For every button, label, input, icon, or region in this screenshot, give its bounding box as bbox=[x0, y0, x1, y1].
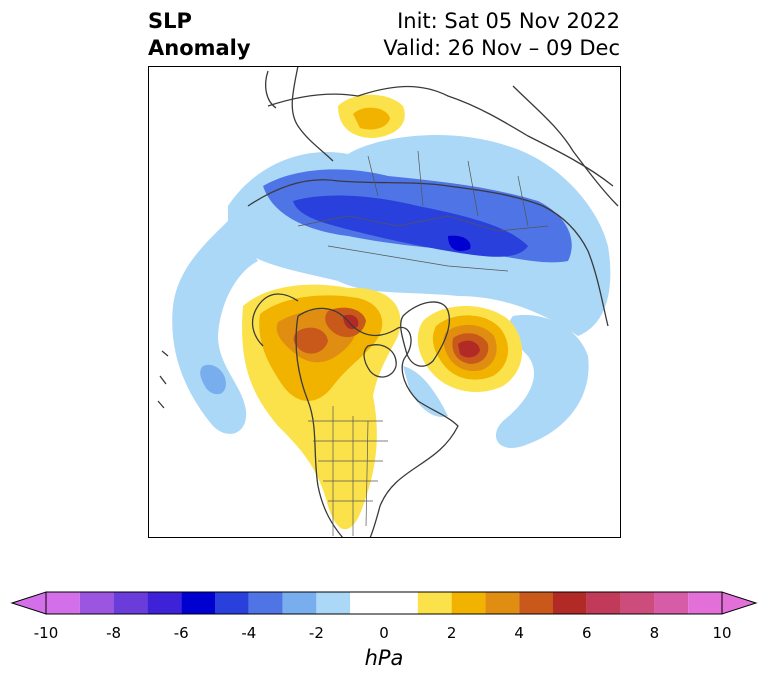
colorbar-tick-label: 4 bbox=[514, 624, 524, 642]
colorbar-tick-label: 10 bbox=[712, 624, 732, 642]
init-date: Init: Sat 05 Nov 2022 bbox=[397, 9, 620, 33]
colorbar-tick-label: -2 bbox=[308, 624, 324, 642]
colorbar-tick-label: 8 bbox=[649, 624, 660, 642]
title-right: Init: Sat 05 Nov 2022 Valid: 26 Nov – 09… bbox=[383, 8, 620, 62]
colorbar-frame bbox=[45, 591, 723, 615]
colorbar-unit: hPa bbox=[364, 646, 404, 670]
colorbar-bin bbox=[417, 592, 452, 614]
colorbar-tick-label: 0 bbox=[379, 624, 389, 642]
colorbar-bin bbox=[519, 592, 553, 614]
title-anomaly: Anomaly bbox=[148, 36, 251, 60]
title-variable: SLP bbox=[148, 9, 192, 33]
colorbar-bin bbox=[350, 592, 418, 614]
colorbar-tick-label: -6 bbox=[173, 624, 189, 642]
colorbar-bin bbox=[79, 592, 114, 614]
colorbar-tick-label: -8 bbox=[106, 624, 122, 642]
colorbar-bin bbox=[113, 592, 148, 614]
colorbar-bin bbox=[316, 592, 351, 614]
colorbar-tick-label: 2 bbox=[446, 624, 457, 642]
colorbar-bin bbox=[181, 592, 215, 614]
colorbar-bin bbox=[147, 592, 182, 614]
colorbar bbox=[10, 591, 758, 615]
colorbar-bin bbox=[248, 592, 283, 614]
colorbar-bin bbox=[620, 592, 655, 614]
coastlines bbox=[157, 66, 619, 538]
colorbar-under-arrow bbox=[10, 591, 47, 615]
title-left: SLP Anomaly bbox=[148, 8, 251, 62]
borders bbox=[297, 150, 549, 536]
colorbar-bin bbox=[485, 592, 520, 614]
slp-anomaly-map bbox=[148, 66, 621, 538]
colorbar-bin bbox=[215, 592, 249, 614]
colorbar-bin bbox=[586, 592, 621, 614]
colorbar-bin bbox=[553, 592, 587, 614]
colorbar-tick-label: -4 bbox=[241, 624, 257, 642]
valid-range: Valid: 26 Nov – 09 Dec bbox=[383, 36, 620, 60]
colorbar-bin bbox=[451, 592, 486, 614]
colorbar-bin bbox=[654, 592, 689, 614]
negative-anomaly-fill bbox=[172, 134, 611, 448]
colorbar-tick-label: -10 bbox=[33, 624, 59, 642]
colorbar-bin bbox=[46, 592, 80, 614]
colorbar-bin bbox=[688, 592, 722, 614]
colorbar-tick-label: 6 bbox=[582, 624, 592, 642]
positive-anomaly-fill bbox=[242, 94, 523, 530]
colorbar-bin bbox=[282, 592, 317, 614]
colorbar-over-arrow bbox=[721, 591, 758, 615]
